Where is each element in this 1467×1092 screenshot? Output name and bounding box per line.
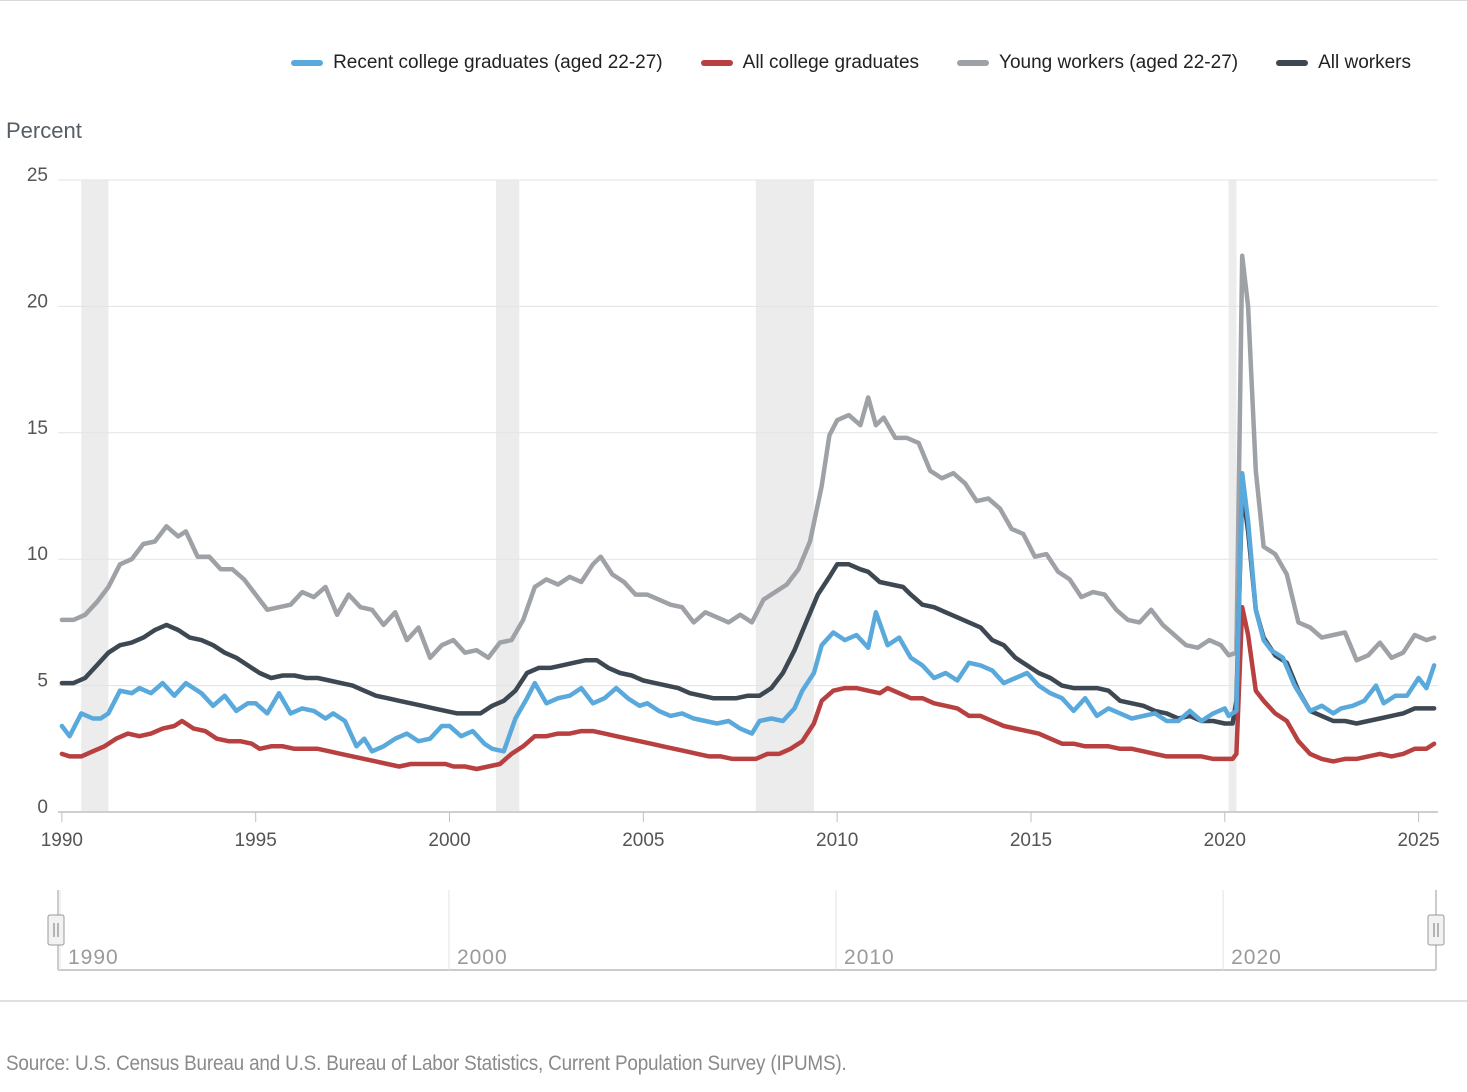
- navigator-left-handle-grip-icon[interactable]: [47, 914, 65, 946]
- bottom-divider: [0, 1000, 1467, 1002]
- legend-label: Recent college graduates (aged 22-27): [333, 52, 663, 73]
- legend-item-all-college-graduates[interactable]: All college graduates: [700, 52, 920, 74]
- legend-label: All college graduates: [742, 52, 920, 73]
- legend-swatch: [291, 60, 324, 66]
- legend-label: All workers: [1318, 52, 1411, 73]
- navigator-label: 2010: [844, 946, 895, 969]
- x-tick-label: 1995: [235, 830, 277, 851]
- legend-label: Young workers (aged 22-27): [999, 52, 1239, 73]
- recession-band: [1228, 180, 1237, 812]
- recession-band: [755, 180, 814, 812]
- x-tick-label: 2000: [428, 830, 470, 851]
- navigator-label: 2020: [1231, 946, 1282, 969]
- x-tick-label: 2020: [1204, 830, 1246, 851]
- x-tick-label: 2010: [816, 830, 858, 851]
- series-line: [59, 253, 1437, 663]
- recession-band: [496, 180, 520, 812]
- navigator-right-handle-grip-icon[interactable]: [1427, 914, 1445, 946]
- source-note: Source: U.S. Census Bureau and U.S. Bure…: [6, 1052, 847, 1075]
- series-line: [59, 486, 1437, 726]
- legend-item-all-workers[interactable]: All workers: [1276, 52, 1411, 74]
- y-tick-label: 25: [27, 165, 48, 186]
- y-tick-label: 10: [27, 544, 48, 565]
- handle-body: [47, 914, 65, 946]
- series-line: [59, 470, 1437, 754]
- y-tick-label: 15: [27, 418, 48, 439]
- navigator-label: 1990: [68, 946, 119, 969]
- navigator-label: 2000: [457, 946, 508, 969]
- handle-body: [1427, 914, 1445, 946]
- legend-item-recent-college-graduates[interactable]: Recent college graduates (aged 22-27): [291, 52, 663, 74]
- top-divider: [0, 0, 1467, 1]
- x-tick-label: 2025: [1397, 830, 1439, 851]
- legend-swatch: [1276, 60, 1309, 66]
- y-tick-label: 5: [37, 671, 48, 692]
- recession-band: [81, 180, 109, 812]
- y-tick-label: 0: [37, 797, 48, 818]
- x-tick-label: 1990: [41, 830, 83, 851]
- series-line: [59, 604, 1437, 772]
- x-tick-label: 2015: [1010, 830, 1052, 851]
- legend-swatch: [957, 60, 990, 66]
- y-tick-label: 20: [27, 291, 48, 312]
- legend-swatch: [700, 60, 733, 66]
- chart-legend: Recent college graduates (aged 22-27) Al…: [291, 52, 1411, 74]
- x-tick-label: 2005: [622, 830, 664, 851]
- y-axis-title: Percent: [6, 118, 82, 143]
- legend-item-young-workers[interactable]: Young workers (aged 22-27): [957, 52, 1238, 74]
